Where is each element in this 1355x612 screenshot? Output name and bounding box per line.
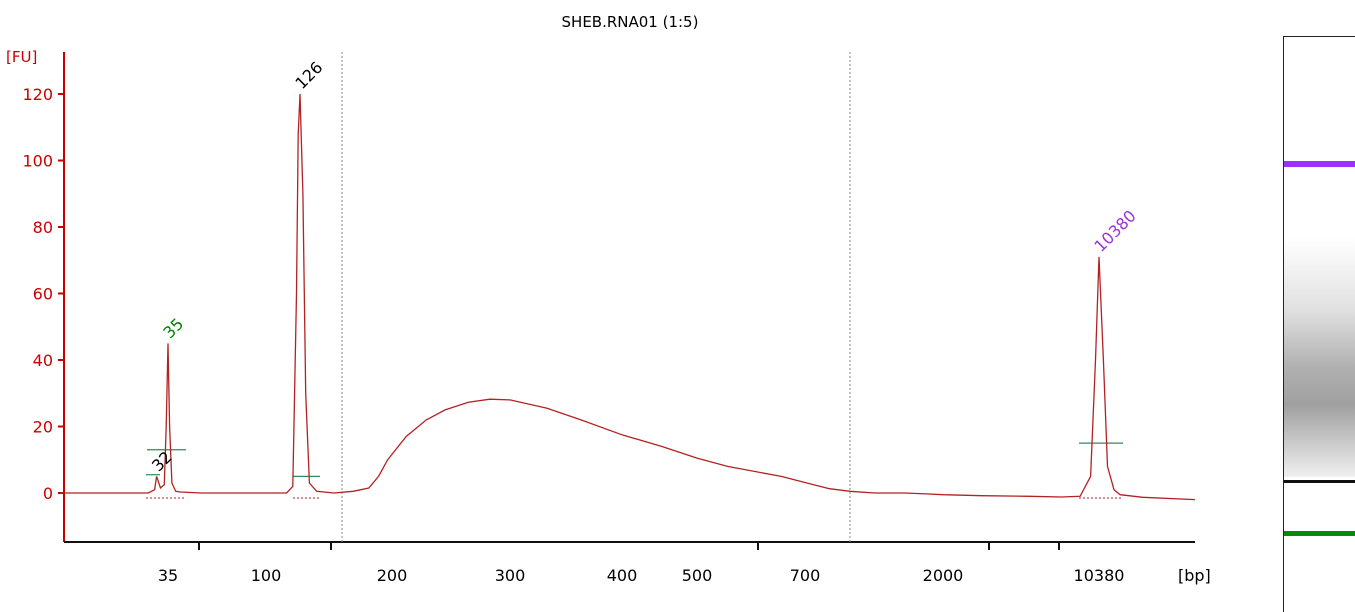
y-tick-label: 0 <box>43 484 53 503</box>
x-tick-label: 400 <box>607 566 638 585</box>
chart-title: SHEB.RNA01 (1:5) <box>562 13 699 31</box>
x-tick-label: 200 <box>377 566 408 585</box>
y-tick-label: 40 <box>33 351 53 370</box>
peak-label: 126 <box>291 58 326 93</box>
gel-band-upper-marker <box>1284 161 1355 167</box>
gel-smear <box>1284 237 1355 477</box>
y-tick-label: 60 <box>33 285 53 304</box>
x-tick-label: 500 <box>682 566 713 585</box>
x-axis-label: [bp] <box>1178 566 1211 585</box>
x-tick-label: 10380 <box>1074 566 1125 585</box>
gel-band-peak <box>1284 480 1355 483</box>
x-tick-label: 100 <box>251 566 282 585</box>
series-line <box>60 93 1196 501</box>
y-tick-label: 120 <box>22 85 53 104</box>
y-tick-label: 80 <box>33 218 53 237</box>
x-tick-label: 700 <box>790 566 821 585</box>
x-tick-label: 2000 <box>923 566 964 585</box>
gel-lane-image <box>1283 36 1355 612</box>
peak-label: 10380 <box>1090 206 1139 255</box>
x-tick-label: 300 <box>495 566 526 585</box>
x-tick-label: 35 <box>158 566 178 585</box>
peak-label: 35 <box>159 314 187 342</box>
gel-band-lower-marker <box>1284 531 1355 536</box>
y-tick-label: 20 <box>33 418 53 437</box>
electropherogram-chart: SHEB.RNA01 (1:5) [FU] [bp] 0 20 40 60 80 100 1… <box>6 13 1211 585</box>
y-axis-label: [FU] <box>6 48 37 66</box>
y-tick-label: 100 <box>22 152 53 171</box>
